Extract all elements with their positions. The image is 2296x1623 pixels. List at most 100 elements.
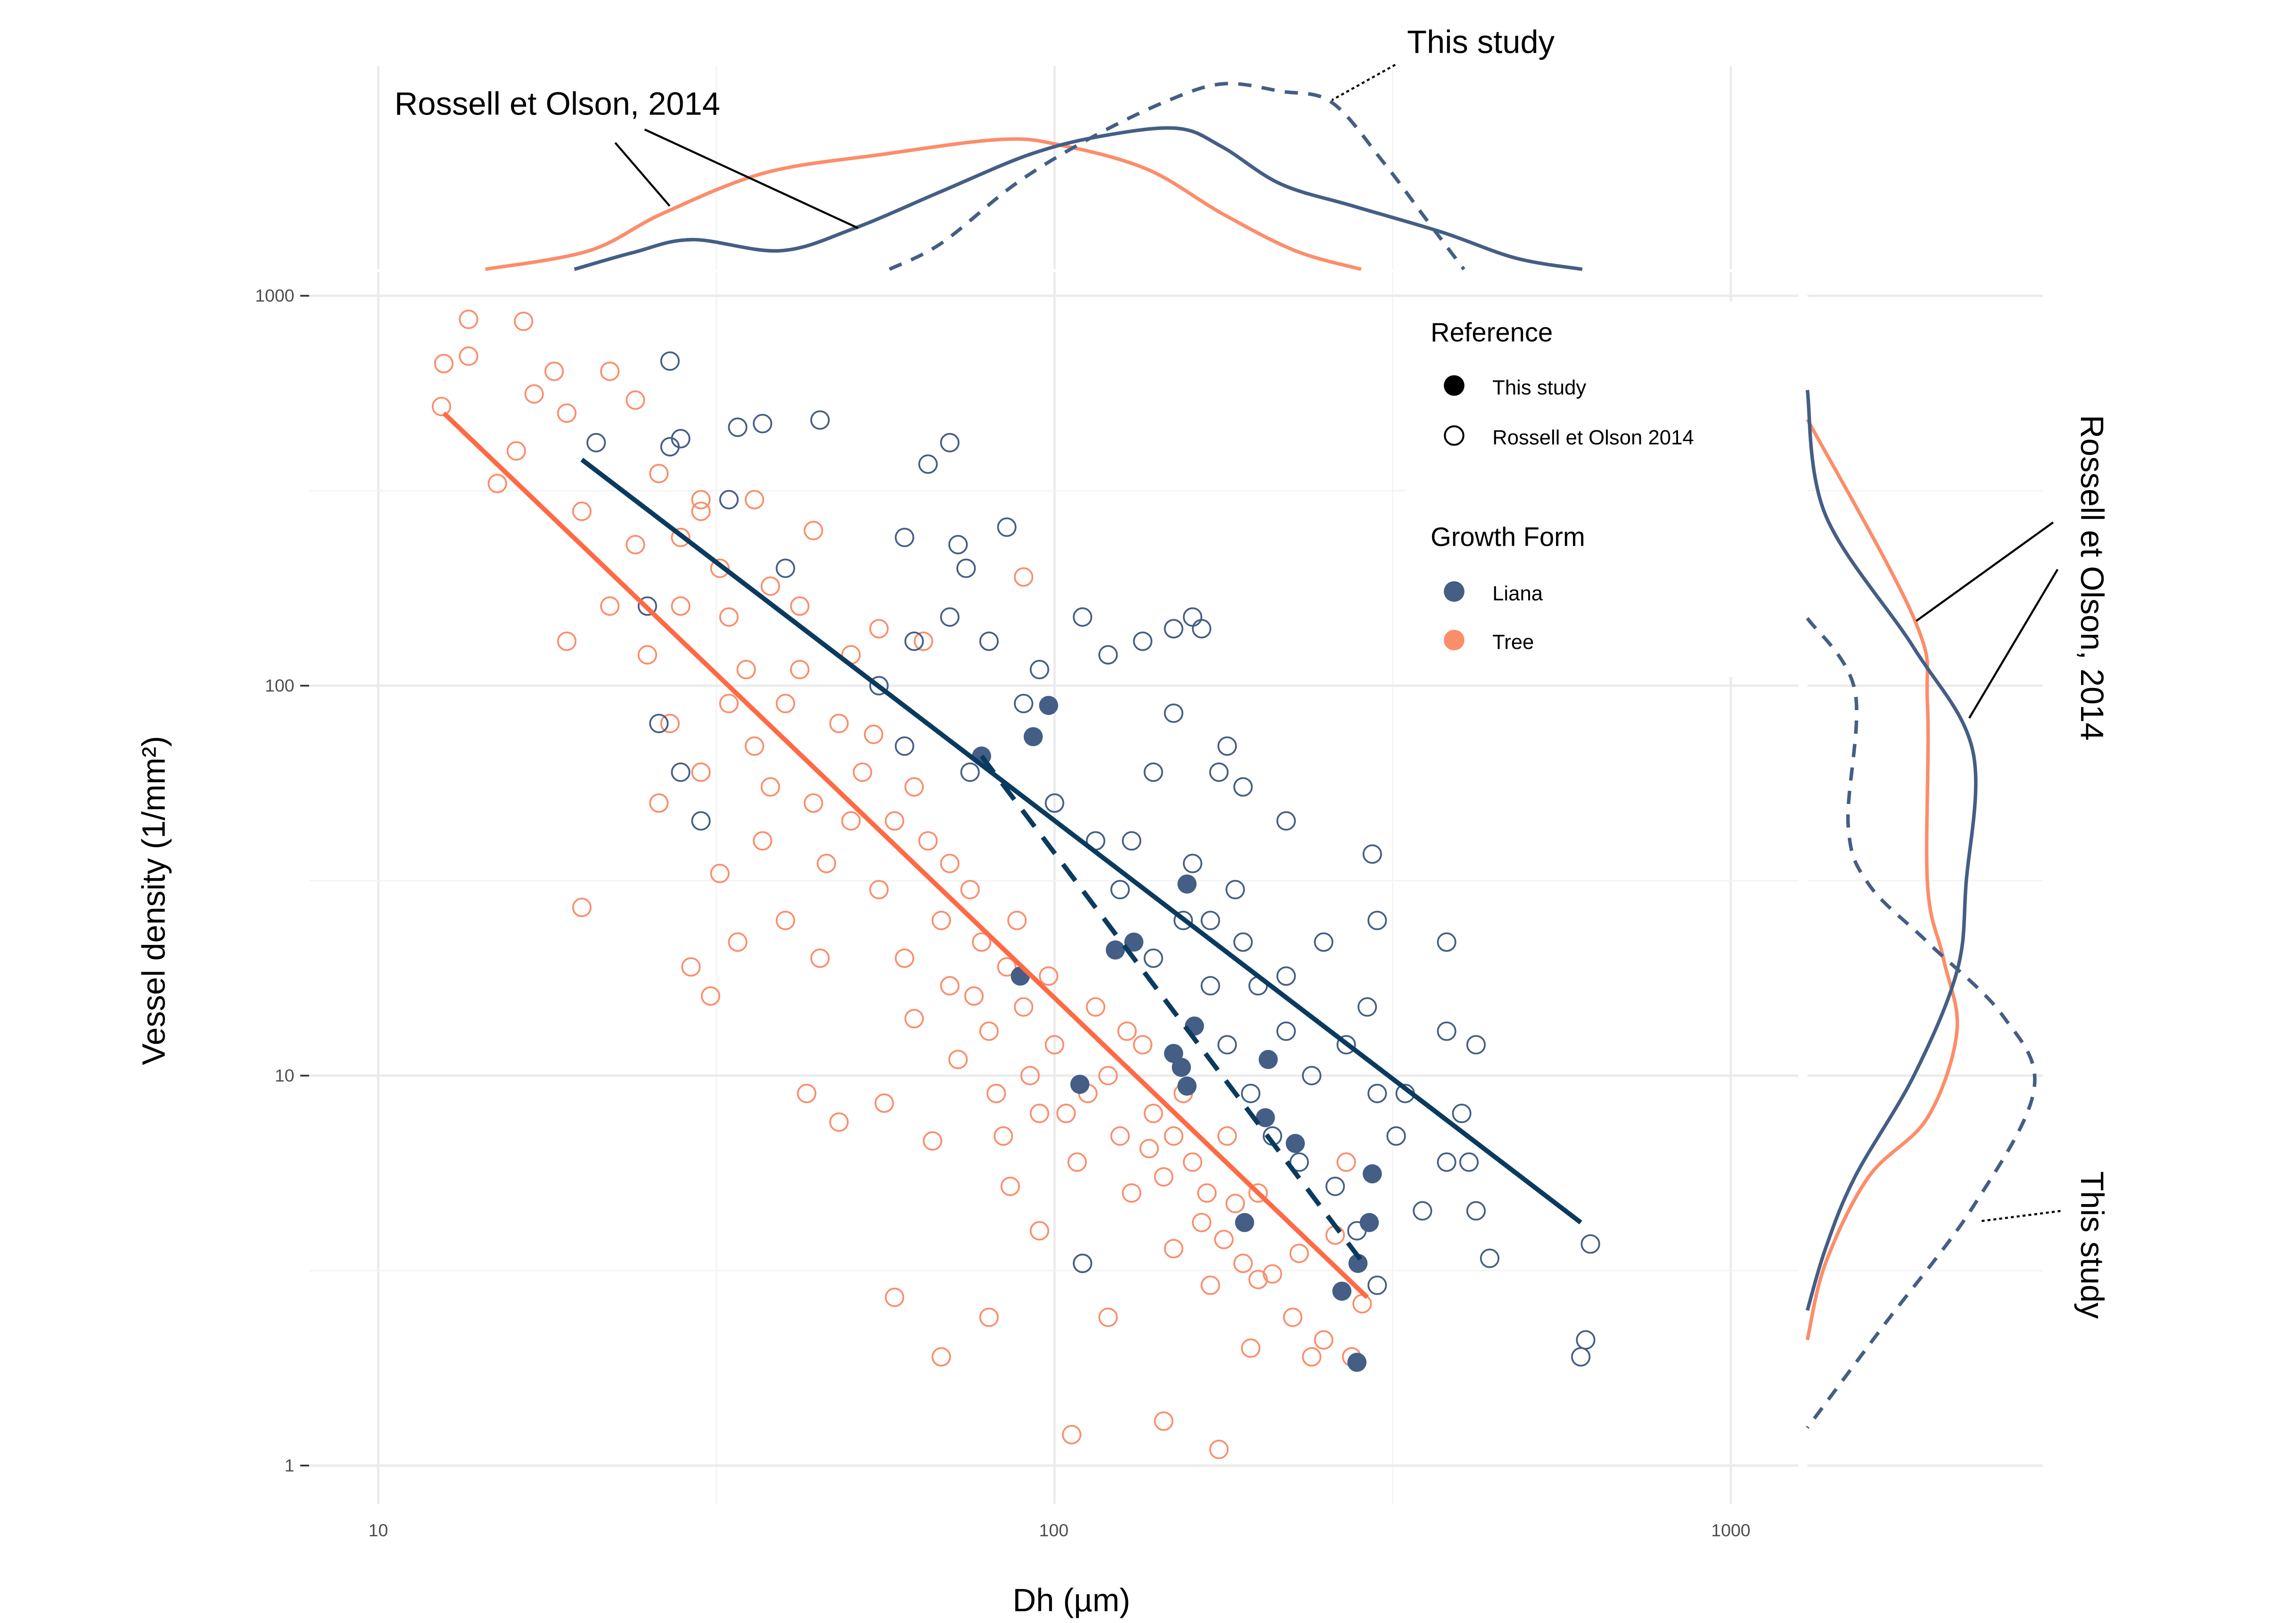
point-rossell-tree [1029,1104,1049,1123]
point-rossell-tree [514,311,534,331]
point-rossell-tree [1225,1194,1245,1213]
gridlines [309,66,2043,1504]
point-rossell-tree [600,361,620,381]
point-rossell-tree [1086,997,1105,1017]
density-curve-right [1806,617,2037,1429]
point-rossell-tree [979,1307,999,1327]
point-this-study-liana [1256,1108,1275,1128]
fit-lines [442,411,1582,1299]
point-rossell-liana [1576,1330,1596,1350]
point-rossell-tree [625,535,645,555]
point-rossell-tree [1122,1183,1142,1203]
point-rossell-liana [1073,1254,1093,1273]
point-rossell-tree [753,831,773,851]
annotation-leader [1979,1210,2061,1222]
point-rossell-tree [1289,1244,1309,1263]
point-rossell-liana [1276,1021,1296,1041]
annotation-right-this-study: This study [2074,1171,2110,1319]
point-rossell-liana [586,433,606,452]
point-rossell-tree [1248,1270,1268,1289]
point-rossell-tree [922,1131,942,1151]
point-this-study-liana [1285,1134,1305,1153]
point-rossell-liana [1073,607,1093,627]
point-rossell-tree [681,957,701,977]
annotation-leader [614,142,671,207]
point-rossell-tree [691,762,711,782]
legend-label-liana: Liana [1492,582,1543,605]
point-rossell-tree [804,793,823,813]
point-rossell-tree [1029,1221,1049,1241]
point-rossell-tree [1117,1021,1137,1041]
point-rossell-liana [1466,1201,1486,1221]
point-rossell-liana [1225,880,1245,900]
point-rossell-liana [1013,694,1034,713]
point-rossell-tree [745,736,765,756]
point-rossell-liana [997,517,1017,537]
point-rossell-tree [557,403,577,423]
point-rossell-liana [1192,619,1211,639]
axis-ticks [300,295,309,1467]
point-this-study-liana [1348,1254,1368,1273]
point-rossell-tree [760,576,780,596]
point-this-study-liana [1105,940,1125,960]
point-rossell-liana [1325,1176,1345,1197]
point-rossell-tree [940,853,960,873]
point-rossell-tree [660,713,680,733]
point-rossell-liana [1183,607,1202,627]
point-rossell-tree [790,596,810,616]
point-rossell-tree [736,660,756,680]
annotation-right-rossell: Rossell et Olson, 2014 [2074,415,2110,741]
point-rossell-tree [431,396,452,417]
point-rossell-liana [1233,932,1253,952]
point-rossell-liana [1452,1104,1472,1123]
legend-label-tree: Tree [1492,631,1534,654]
point-rossell-tree [895,948,914,968]
point-rossell-tree [1283,1307,1303,1327]
point-this-study-liana [1259,1049,1278,1069]
point-rossell-tree [1164,1238,1184,1259]
annotation-leader [1968,569,2059,719]
legend-hollow-marker [1444,425,1465,446]
point-rossell-liana [1183,853,1202,873]
point-rossell-tree [853,762,872,782]
point-rossell-liana [1201,976,1220,996]
point-rossell-liana [1437,1152,1457,1172]
point-rossell-liana [956,558,976,578]
point-rossell-tree [1056,1104,1076,1123]
point-rossell-tree [524,384,544,404]
point-rossell-tree [649,793,669,813]
point-rossell-liana [1045,793,1064,813]
point-rossell-tree [1039,966,1059,986]
point-rossell-tree [1262,1264,1283,1284]
y-tick-label: 1 [285,1455,295,1475]
point-rossell-tree [841,811,861,831]
fit-line [979,754,1369,1270]
point-rossell-tree [459,346,478,366]
point-rossell-tree [691,490,711,509]
point-rossell-tree [459,310,478,329]
point-rossell-tree [940,976,960,996]
point-rossell-liana [979,631,999,651]
point-rossell-liana [895,527,914,548]
point-rossell-tree [931,1347,951,1367]
point-this-study-liana [1177,874,1197,894]
annotations: This study Rossell et Olson, 2014 Rossel… [395,24,2110,1319]
fit-line [580,458,1582,1225]
point-this-study-liana [1039,696,1058,715]
point-rossell-tree [797,1083,816,1103]
point-rossell-tree [649,464,669,484]
top-marginal-density [485,82,1583,271]
point-rossell-liana [691,811,711,831]
point-rossell-liana [918,454,938,474]
point-rossell-liana [1336,1035,1356,1055]
point-rossell-liana [1276,966,1296,986]
point-rossell-tree [1192,1213,1211,1232]
point-rossell-liana [1173,910,1193,930]
point-rossell-liana [1289,1152,1309,1172]
point-rossell-tree [1248,1183,1268,1203]
point-rossell-liana [1580,1234,1600,1254]
point-rossell-tree [506,441,526,461]
point-rossell-tree [790,660,810,680]
point-this-study-liana [1124,932,1144,952]
